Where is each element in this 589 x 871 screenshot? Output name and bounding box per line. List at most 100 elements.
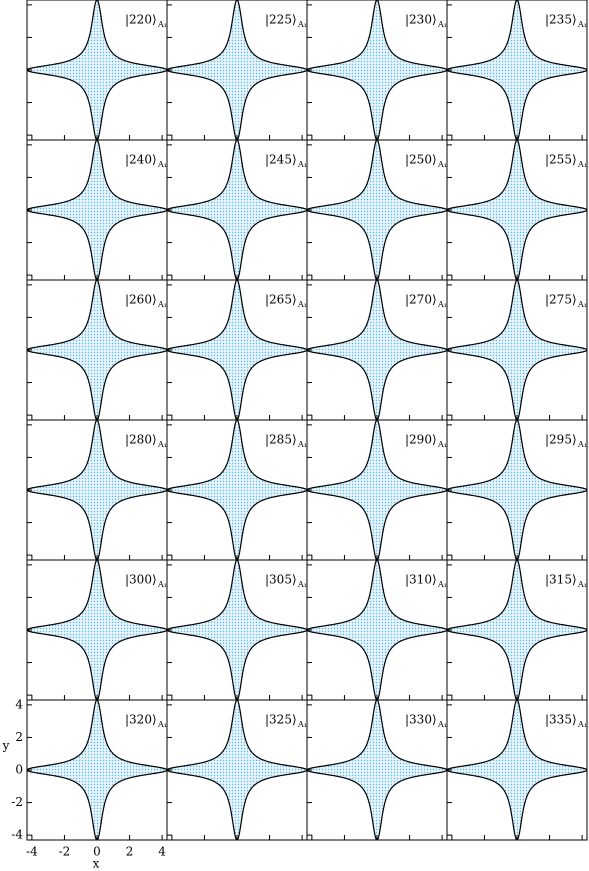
state-subscript: A₁ xyxy=(157,440,167,449)
state-label: |320⟩ xyxy=(125,713,157,727)
x-axis-label: x xyxy=(93,857,100,871)
state-subscript: A₁ xyxy=(577,440,587,449)
boundary xyxy=(307,0,447,140)
density xyxy=(27,0,167,140)
state-subscript: A₁ xyxy=(297,160,307,169)
boundary xyxy=(27,420,167,560)
y-tick-label: -2 xyxy=(11,795,23,809)
panel: |300⟩ A₁ xyxy=(26,559,168,701)
state-label: |325⟩ xyxy=(265,713,297,727)
boundary xyxy=(447,560,587,700)
density xyxy=(307,280,447,420)
boundary xyxy=(307,280,447,420)
panel: |315⟩ A₁ xyxy=(446,559,588,701)
panel: |310⟩ A₁ xyxy=(306,559,448,701)
state-subscript: A₁ xyxy=(297,300,307,309)
state-subscript: A₁ xyxy=(157,580,167,589)
state-label: |225⟩ xyxy=(265,13,297,27)
panel: |245⟩ A₁ xyxy=(166,139,308,281)
boundary xyxy=(447,420,587,560)
state-label: |260⟩ xyxy=(125,293,157,307)
state-label: |250⟩ xyxy=(405,153,437,167)
density xyxy=(167,0,307,140)
state-subscript: A₁ xyxy=(157,720,167,729)
state-label: |235⟩ xyxy=(545,13,577,27)
density xyxy=(27,420,167,560)
state-label: |265⟩ xyxy=(265,293,297,307)
boundary xyxy=(307,560,447,700)
panel: |290⟩ A₁ xyxy=(306,419,448,561)
state-subscript: A₁ xyxy=(577,160,587,169)
density xyxy=(27,560,167,700)
boundary xyxy=(167,280,307,420)
boundary xyxy=(447,700,587,840)
state-label: |255⟩ xyxy=(545,153,577,167)
panel: |235⟩ A₁ xyxy=(446,0,588,141)
panel: |330⟩ A₁ xyxy=(306,699,448,841)
panel: |295⟩ A₁ xyxy=(446,419,588,561)
density xyxy=(447,140,587,280)
state-label: |295⟩ xyxy=(545,433,577,447)
panel: |260⟩ A₁ xyxy=(26,279,168,421)
panel: |250⟩ A₁ xyxy=(306,139,448,281)
density xyxy=(167,140,307,280)
y-tick-label: 4 xyxy=(15,697,23,711)
state-subscript: A₁ xyxy=(577,720,587,729)
density xyxy=(27,280,167,420)
density xyxy=(307,560,447,700)
y-axis-label: y xyxy=(2,739,10,753)
density xyxy=(167,280,307,420)
panel: |335⟩ A₁ xyxy=(446,699,588,841)
state-label: |285⟩ xyxy=(265,433,297,447)
boundary xyxy=(447,280,587,420)
state-label: |230⟩ xyxy=(405,13,437,27)
state-subscript: A₁ xyxy=(437,580,447,589)
panel: |265⟩ A₁ xyxy=(166,279,308,421)
state-label: |335⟩ xyxy=(545,713,577,727)
state-label: |310⟩ xyxy=(405,573,437,587)
state-subscript: A₁ xyxy=(297,20,307,29)
state-label: |305⟩ xyxy=(265,573,297,587)
state-label: |290⟩ xyxy=(405,433,437,447)
boundary xyxy=(27,0,167,140)
y-tick-label: 0 xyxy=(15,763,23,777)
state-label: |220⟩ xyxy=(125,13,157,27)
density xyxy=(307,140,447,280)
state-subscript: A₁ xyxy=(577,580,587,589)
state-subscript: A₁ xyxy=(437,160,447,169)
boundary xyxy=(447,0,587,140)
boundary xyxy=(167,560,307,700)
x-tick-label: -2 xyxy=(59,845,71,859)
panel: |305⟩ A₁ xyxy=(166,559,308,701)
density xyxy=(447,280,587,420)
state-label: |280⟩ xyxy=(125,433,157,447)
density xyxy=(447,0,587,140)
state-subscript: A₁ xyxy=(157,300,167,309)
boundary xyxy=(167,700,307,840)
state-subscript: A₁ xyxy=(157,20,167,29)
boundary xyxy=(167,420,307,560)
boundary xyxy=(447,140,587,280)
density xyxy=(447,560,587,700)
state-label: |315⟩ xyxy=(545,573,577,587)
state-label: |245⟩ xyxy=(265,153,297,167)
panel: |220⟩ A₁ xyxy=(26,0,168,141)
boundary xyxy=(27,560,167,700)
y-tick-label: -4 xyxy=(11,828,23,842)
density xyxy=(307,420,447,560)
state-label: |270⟩ xyxy=(405,293,437,307)
boundary xyxy=(307,140,447,280)
density xyxy=(27,700,167,840)
boundary xyxy=(307,420,447,560)
panel: -4 -2 0 2 4 -4 -2 0 2 4 |320⟩ A₁ xyxy=(11,697,168,859)
state-label: |275⟩ xyxy=(545,293,577,307)
state-subscript: A₁ xyxy=(437,20,447,29)
density xyxy=(447,420,587,560)
x-tick-label: 4 xyxy=(158,845,166,859)
density xyxy=(307,700,447,840)
x-tick-label: 2 xyxy=(126,845,134,859)
x-tick-label: 0 xyxy=(93,845,101,859)
state-label: |330⟩ xyxy=(405,713,437,727)
state-subscript: A₁ xyxy=(297,440,307,449)
